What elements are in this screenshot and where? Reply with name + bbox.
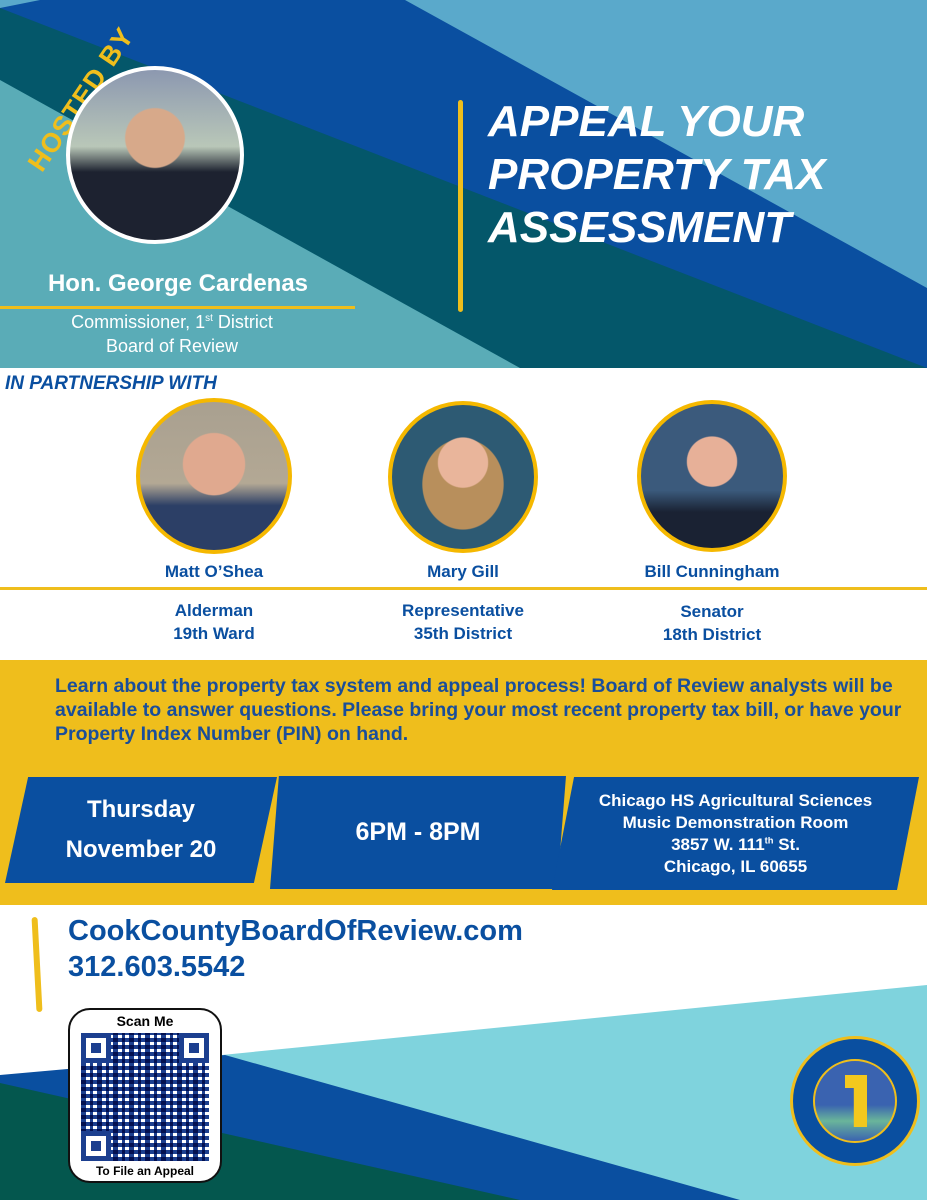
headline-line: ASSESSMENT bbox=[488, 203, 792, 252]
host-title: Commissioner, 1st District bbox=[71, 312, 273, 332]
headline-line: PROPERTY TAX bbox=[488, 150, 826, 199]
qr-top-label: Scan Me bbox=[116, 1013, 174, 1029]
partner-name: Mary Gill bbox=[427, 562, 499, 581]
seal-emblem bbox=[813, 1059, 897, 1143]
county-map-icon bbox=[845, 1075, 867, 1127]
divider bbox=[0, 587, 927, 590]
partner-name: Matt O’Shea bbox=[164, 562, 264, 581]
partner-photo-matt-oshea bbox=[136, 398, 292, 554]
qr-finder bbox=[179, 1033, 209, 1063]
partner-name: Bill Cunningham bbox=[644, 562, 780, 581]
partner-role: Alderman 19th Ward bbox=[173, 601, 255, 643]
accent-line bbox=[458, 100, 463, 312]
partner-role: Senator 18th District bbox=[662, 602, 762, 644]
website-link[interactable]: CookCountyBoardOfReview.com bbox=[68, 915, 523, 947]
qr-finder bbox=[81, 1033, 111, 1063]
partner-photo-mary-gill bbox=[388, 401, 538, 553]
qr-finder bbox=[81, 1131, 111, 1161]
host-name: Hon. George Cardenas bbox=[47, 270, 309, 297]
host-org: Board of Review bbox=[105, 336, 239, 356]
headline-line: APPEAL YOUR bbox=[488, 97, 805, 146]
headline: APPEAL YOUR PROPERTY TAX ASSESSMENT bbox=[488, 95, 825, 254]
description: Learn about the property tax system and … bbox=[55, 675, 902, 745]
phone-number[interactable]: 312.603.5542 bbox=[68, 951, 246, 983]
event-time: 6PM - 8PM bbox=[270, 776, 566, 889]
event-date: Thursday November 20 bbox=[5, 777, 277, 883]
divider bbox=[0, 306, 355, 309]
qr-code[interactable] bbox=[81, 1033, 209, 1161]
qr-bottom-label: To File an Appeal bbox=[95, 1164, 194, 1178]
cook-county-seal bbox=[790, 1036, 920, 1166]
qr-card[interactable]: Scan Me To File an Appeal bbox=[68, 1008, 222, 1183]
partnership-label: IN PARTNERSHIP WITH bbox=[5, 373, 217, 394]
event-location: Chicago HS Agricultural Sciences Music De… bbox=[552, 777, 919, 890]
partner-photo-bill-cunningham bbox=[637, 400, 787, 552]
partner-role: Representative 35th District bbox=[402, 601, 524, 643]
host-photo bbox=[66, 66, 244, 244]
